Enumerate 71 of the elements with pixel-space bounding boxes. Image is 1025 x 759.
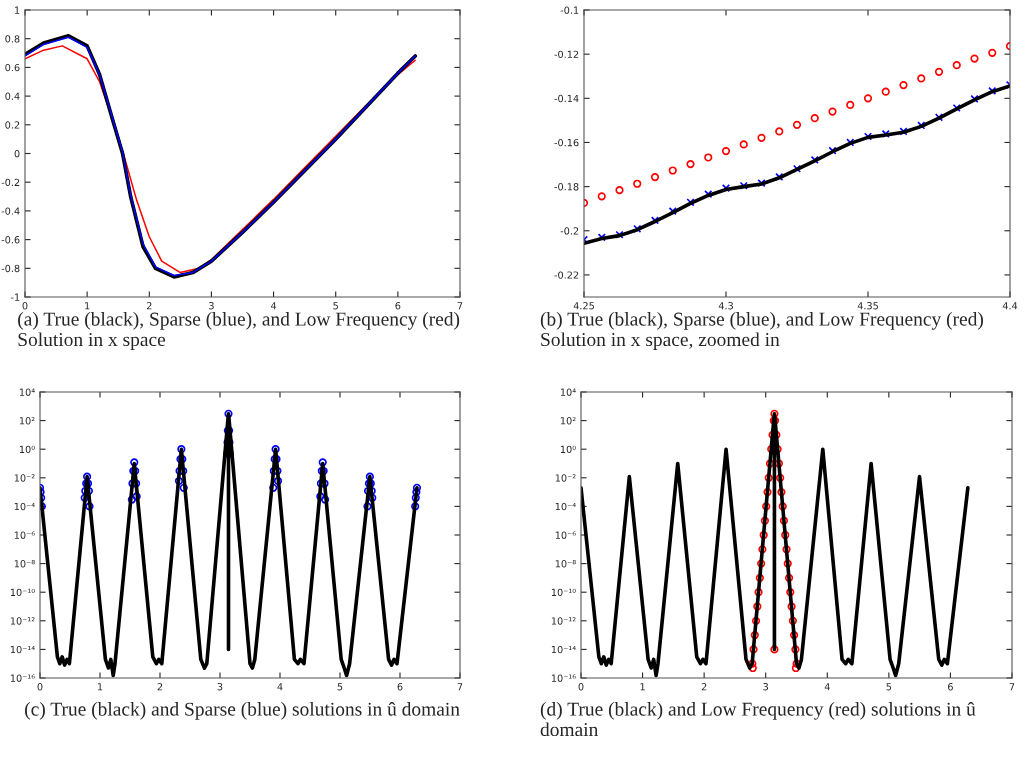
- y-tick-label: 0.6: [5, 63, 20, 72]
- x-tick-label: 6: [397, 683, 403, 691]
- x-tick-label: 5: [337, 683, 343, 691]
- y-tick-label: 10⁻²: [555, 474, 576, 482]
- x-tick-label: 6: [948, 683, 953, 691]
- y-tick-label: 0: [14, 149, 20, 158]
- x-tick-label: 1: [640, 683, 645, 691]
- y-tick-label: 10⁻¹⁰: [10, 588, 35, 597]
- x-tick-label: 7: [457, 683, 463, 691]
- y-tick-label: -0.12: [554, 50, 579, 58]
- x-tick-label: 3: [217, 683, 223, 691]
- y-tick-label: -0.14: [554, 94, 579, 103]
- y-tick-label: 10⁻¹⁶: [551, 674, 576, 682]
- y-tick-label: 10⁻²: [14, 474, 35, 482]
- y-tick-label: 10⁻¹⁶: [10, 674, 35, 682]
- y-tick-label: 10⁻⁴: [555, 502, 576, 511]
- y-tick-label: -0.2: [560, 227, 579, 235]
- x-tick-label: 4: [824, 683, 830, 691]
- text: (d) True (black) and Low Frequency (red) solutions in û domain: [540, 702, 976, 737]
- y-tick-label: 10⁻¹²: [10, 617, 35, 625]
- x-tick-label: 4.3: [718, 302, 733, 310]
- y-tick-label: -1: [10, 293, 20, 301]
- y-tick-label: 0.8: [5, 35, 20, 43]
- y-tick-label: 10⁻⁴: [14, 502, 35, 511]
- y-tick-label: 0.4: [5, 92, 20, 100]
- y-tick-label: 10⁻⁶: [555, 531, 576, 539]
- y-tick-label: 1: [15, 6, 20, 14]
- y-tick-label: 10⁰: [560, 445, 576, 454]
- y-tick-label: 10⁻¹²: [551, 617, 576, 625]
- x-tick-label: 7: [1009, 683, 1015, 691]
- x-tick-label: 5: [333, 302, 338, 310]
- y-tick-label: -0.1: [560, 6, 579, 14]
- x-tick-label: 4: [270, 302, 277, 310]
- y-tick-label: 10⁰: [19, 445, 35, 454]
- y-tick-label: -0.22: [554, 271, 579, 279]
- y-tick-label: 10⁻⁶: [14, 531, 35, 539]
- x-tick-label: 4.35: [857, 302, 878, 310]
- y-tick-label: 10⁻¹⁴: [551, 645, 576, 654]
- x-tick-label: 2: [701, 683, 707, 691]
- x-tick-label: 2: [157, 683, 163, 691]
- y-tick-label: -0.8: [1, 264, 20, 273]
- y-tick-label: -0.16: [554, 138, 579, 147]
- x-tick-label: 4: [277, 683, 283, 691]
- x-tick-label: 2: [146, 302, 152, 310]
- y-tick-label: 10⁻⁸: [14, 560, 35, 568]
- y-tick-label: -0.18: [554, 183, 579, 191]
- y-tick-label: 10⁴: [560, 388, 576, 396]
- y-tick-label: 10²: [560, 417, 576, 425]
- x-tick-label: 5: [886, 683, 892, 691]
- text: (c) True (black) and Sparse (blue) solutions in û domain: [25, 702, 460, 720]
- y-tick-label: 0.2: [5, 121, 20, 129]
- x-tick-label: 6: [395, 302, 401, 310]
- x-tick-label: 4.4: [1002, 302, 1018, 310]
- y-tick-label: -0.4: [1, 207, 20, 215]
- y-tick-label: 10⁻¹⁴: [10, 645, 35, 654]
- y-tick-label: 10²: [19, 417, 35, 425]
- y-tick-label: -0.2: [1, 178, 20, 187]
- x-tick-label: 1: [85, 302, 90, 310]
- y-tick-label: 10⁻¹⁰: [551, 588, 576, 597]
- y-tick-label: -0.6: [1, 236, 20, 244]
- x-tick-label: 0: [578, 683, 584, 691]
- text: (a) True (black), Sparse (blue), and Low Frequency (red) Solution in x space: [18, 312, 460, 351]
- y-tick-label: 10⁴: [19, 388, 35, 396]
- x-tick-label: 3: [209, 302, 214, 310]
- y-tick-label: 10⁻⁸: [555, 560, 576, 568]
- x-tick-label: 1: [97, 683, 103, 691]
- x-tick-label: 7: [457, 302, 463, 310]
- text: (b) True (black), Sparse (blue), and Low Frequency (red) Solution in x space, zoomed in: [540, 312, 983, 351]
- x-tick-label: 0: [37, 683, 43, 691]
- x-tick-label: 4.25: [573, 302, 594, 310]
- x-tick-label: 3: [763, 683, 769, 691]
